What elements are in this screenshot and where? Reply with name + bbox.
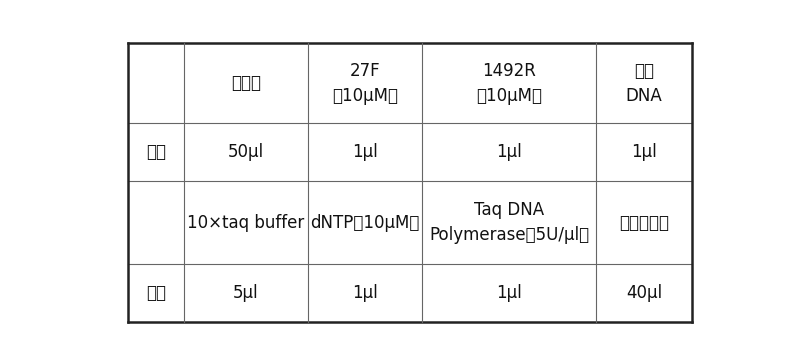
Text: 40μl: 40μl [626, 284, 662, 302]
Text: 体积: 体积 [146, 284, 166, 302]
Text: Taq DNA
Polymerase（5U/μl）: Taq DNA Polymerase（5U/μl） [429, 201, 590, 244]
Text: 10×taq buffer: 10×taq buffer [187, 214, 304, 232]
Text: 1μl: 1μl [496, 143, 522, 161]
Text: 1μl: 1μl [631, 143, 657, 161]
Text: 模板
DNA: 模板 DNA [626, 62, 662, 105]
Text: 1μl: 1μl [352, 143, 378, 161]
Text: 1492R
（10μM）: 1492R （10μM） [476, 62, 542, 105]
Text: 体积: 体积 [146, 143, 166, 161]
Text: 1μl: 1μl [496, 284, 522, 302]
Text: 总体系: 总体系 [230, 74, 261, 92]
Text: 5μl: 5μl [233, 284, 258, 302]
Text: 27F
（10μM）: 27F （10μM） [332, 62, 398, 105]
Text: 炁菌蕴馏水: 炁菌蕴馏水 [619, 214, 669, 232]
Text: 50μl: 50μl [228, 143, 264, 161]
Text: 1μl: 1μl [352, 284, 378, 302]
Text: dNTP（10μM）: dNTP（10μM） [310, 214, 420, 232]
